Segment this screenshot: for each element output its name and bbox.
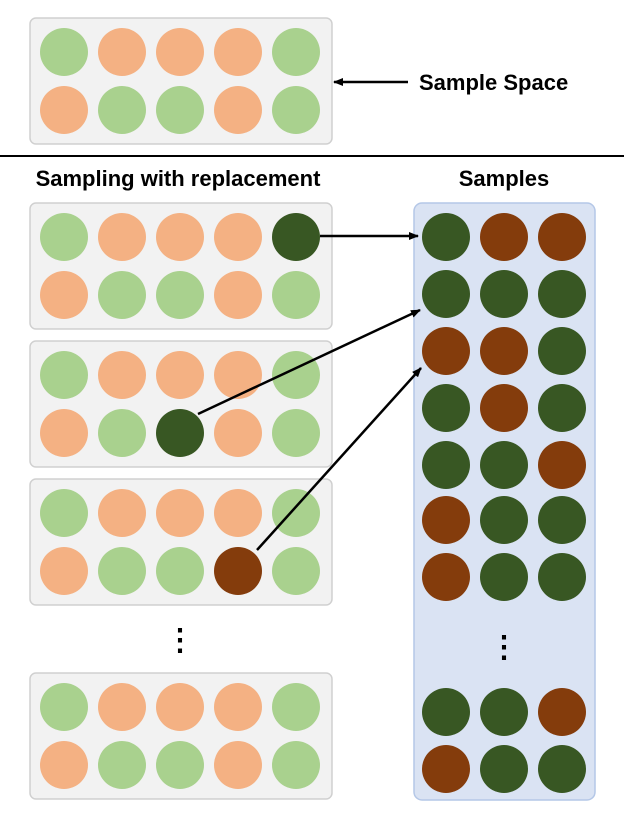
ball xyxy=(214,683,262,731)
ball xyxy=(156,86,204,134)
ball xyxy=(214,547,262,595)
ball xyxy=(214,409,262,457)
ball xyxy=(214,213,262,261)
draw-box-2 xyxy=(29,340,333,468)
ball xyxy=(156,271,204,319)
sample-ball xyxy=(538,441,586,489)
ball xyxy=(40,213,88,261)
ball xyxy=(272,489,320,537)
ball xyxy=(156,741,204,789)
ball xyxy=(40,741,88,789)
sample-ball xyxy=(480,553,528,601)
sample-ball xyxy=(538,270,586,318)
sample-ball xyxy=(480,327,528,375)
sample-ball xyxy=(538,213,586,261)
sample-ball xyxy=(422,496,470,544)
ball xyxy=(156,683,204,731)
draw-box-3 xyxy=(29,478,333,606)
sample-ball xyxy=(480,496,528,544)
ball xyxy=(40,683,88,731)
ball xyxy=(40,271,88,319)
ball xyxy=(272,28,320,76)
ball xyxy=(40,28,88,76)
sample-ball xyxy=(480,213,528,261)
ball xyxy=(40,86,88,134)
sample-ball xyxy=(480,688,528,736)
ball xyxy=(214,271,262,319)
sample-ball xyxy=(422,384,470,432)
ball xyxy=(98,86,146,134)
ball xyxy=(156,213,204,261)
ball xyxy=(98,351,146,399)
ball xyxy=(98,28,146,76)
sample-ball xyxy=(480,745,528,793)
ball xyxy=(272,547,320,595)
ball xyxy=(156,489,204,537)
samples-ellipsis: ⋮ xyxy=(489,631,519,664)
sample-ball xyxy=(480,441,528,489)
ball xyxy=(272,409,320,457)
ball xyxy=(214,489,262,537)
ball xyxy=(98,741,146,789)
sample-ball xyxy=(538,688,586,736)
ball xyxy=(98,489,146,537)
ball xyxy=(272,683,320,731)
sample-ball xyxy=(422,213,470,261)
sample-space-balls xyxy=(29,17,333,145)
ball xyxy=(98,547,146,595)
ball xyxy=(272,271,320,319)
draw-box-1 xyxy=(29,202,333,330)
ball xyxy=(272,213,320,261)
sample-ball xyxy=(422,441,470,489)
ball xyxy=(98,213,146,261)
ball xyxy=(40,351,88,399)
sample-ball xyxy=(538,745,586,793)
sample-ball xyxy=(480,270,528,318)
draw-boxes-ellipsis: ⋮ xyxy=(165,624,195,657)
ball xyxy=(272,741,320,789)
sample-space-box xyxy=(29,17,333,145)
ball xyxy=(156,351,204,399)
ball xyxy=(40,409,88,457)
draw-boxes xyxy=(29,202,333,800)
ball xyxy=(40,547,88,595)
sample-ball xyxy=(538,553,586,601)
ball xyxy=(98,271,146,319)
sample-ball xyxy=(422,688,470,736)
ball xyxy=(156,28,204,76)
draw-arrow-2 xyxy=(197,308,421,416)
ball xyxy=(214,28,262,76)
ball xyxy=(156,409,204,457)
sample-space-label: Sample Space xyxy=(419,70,568,95)
draw-arrow-3 xyxy=(256,367,422,551)
sample-ball xyxy=(538,496,586,544)
samples-heading: Samples xyxy=(459,166,550,191)
sample-ball xyxy=(538,384,586,432)
ball xyxy=(40,489,88,537)
ball xyxy=(98,409,146,457)
ball xyxy=(156,547,204,595)
sample-ball xyxy=(422,327,470,375)
ball xyxy=(214,741,262,789)
draw-box-4 xyxy=(29,672,333,800)
sampling-with-replacement-heading: Sampling with replacement xyxy=(36,166,322,191)
samples-panel xyxy=(413,202,596,801)
sample-ball xyxy=(422,270,470,318)
sample-ball xyxy=(480,384,528,432)
ball xyxy=(272,86,320,134)
sample-ball xyxy=(538,327,586,375)
ball xyxy=(214,86,262,134)
sample-ball xyxy=(422,745,470,793)
ball xyxy=(214,351,262,399)
ball xyxy=(98,683,146,731)
sample-ball xyxy=(422,553,470,601)
